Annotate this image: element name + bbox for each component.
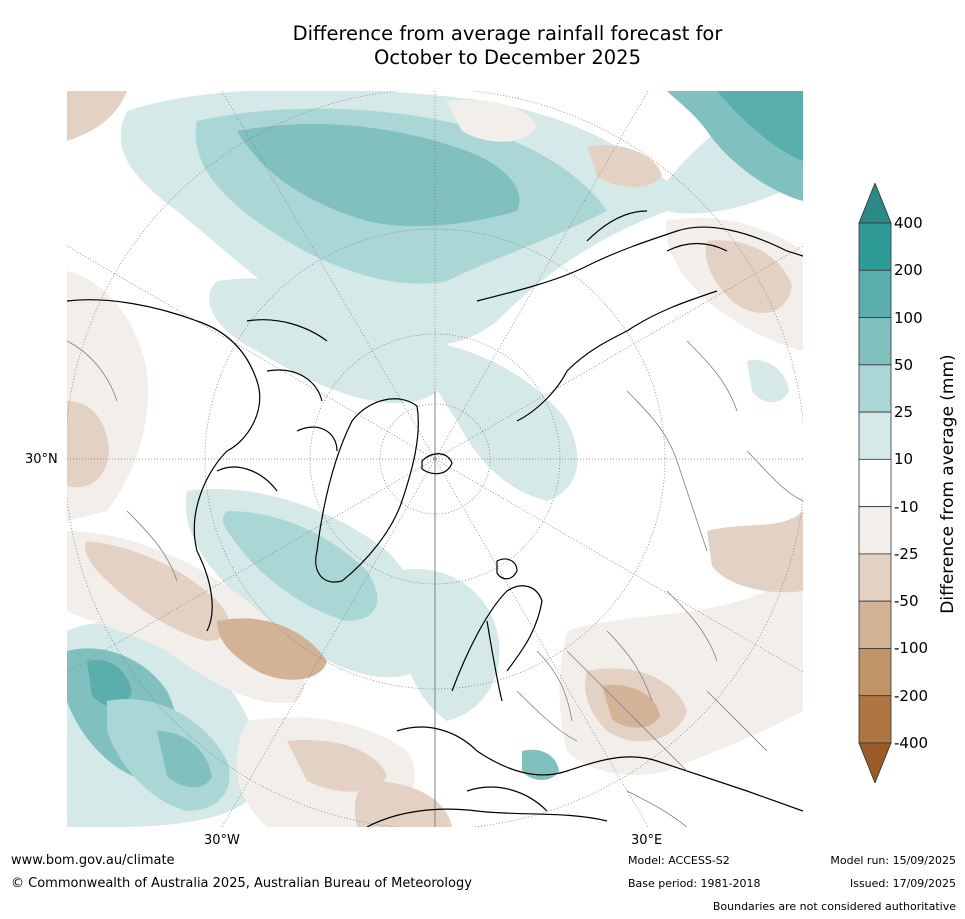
colorbar-extend-top — [858, 183, 892, 224]
colorbar — [858, 183, 892, 783]
colorbar-tick-label: -400 — [894, 734, 929, 752]
colorbar-bin — [858, 600, 892, 649]
issued-text: Issued: 17/09/2025 — [849, 877, 956, 890]
colorbar-tick-label: 25 — [894, 403, 914, 422]
colorbar-tick-label: -25 — [894, 544, 919, 563]
country-borders — [67, 340, 803, 827]
colorbar-bins — [858, 183, 892, 783]
colorbar-tick-label: 400 — [894, 214, 923, 232]
colorbar-tick-label: -200 — [894, 686, 929, 705]
colorbar-bin — [858, 695, 892, 744]
title-line-2: October to December 2025 — [374, 46, 641, 69]
model-text: Model: ACCESS-S2 — [628, 854, 730, 867]
colorbar-bin — [858, 364, 892, 413]
base-period-text: Base period: 1981-2018 — [628, 877, 761, 890]
colorbar-bin — [858, 506, 892, 555]
latitude-label-30n: 30°N — [25, 452, 58, 467]
longitude-label-30e: 30°E — [631, 833, 663, 848]
model-run-text: Model run: 15/09/2025 — [830, 854, 956, 867]
colorbar-tick-label: 10 — [894, 450, 914, 469]
colorbar-bin — [858, 458, 892, 508]
map-canvas — [67, 91, 803, 827]
colorbar-bin — [858, 317, 892, 366]
colorbar-bin — [858, 411, 892, 460]
copyright-text: © Commonwealth of Australia 2025, Austra… — [11, 876, 472, 891]
colorbar-tick-label: -50 — [894, 592, 919, 611]
colorbar-tick-label: -100 — [894, 639, 929, 658]
colorbar-tick-label: 50 — [894, 355, 914, 374]
longitude-label-30w: 30°W — [204, 833, 240, 848]
colorbar-tick-label: -10 — [894, 497, 919, 516]
disclaimer-text: Boundaries are not considered authoritat… — [712, 900, 956, 913]
website-link[interactable]: www.bom.gov.au/climate — [11, 853, 175, 868]
colorbar-extend-bottom — [858, 742, 892, 783]
chart-title: Difference from average rainfall forecas… — [200, 22, 815, 70]
title-line-1: Difference from average rainfall forecas… — [292, 22, 723, 45]
coastlines — [67, 210, 803, 827]
colorbar-tick-label: 200 — [894, 261, 923, 280]
colorbar-tick-label: 100 — [894, 308, 923, 327]
colorbar-bin — [858, 269, 892, 318]
colorbar-bin — [858, 222, 892, 271]
colorbar-bin — [858, 648, 892, 697]
colorbar-title: Difference from average (mm) — [938, 354, 958, 614]
colorbar-bin — [858, 553, 892, 602]
rainfall-map — [67, 91, 803, 827]
